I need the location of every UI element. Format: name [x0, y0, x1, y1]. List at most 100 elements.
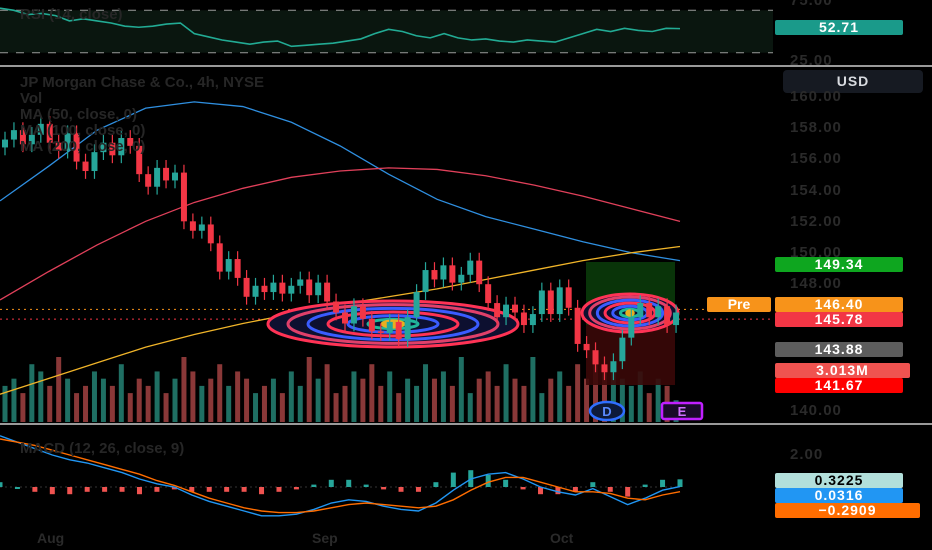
macd-hist-badge: 0.3225 — [775, 473, 903, 488]
volume-bar — [91, 371, 97, 422]
volume-bar — [619, 378, 625, 422]
volume-bar — [226, 385, 232, 422]
candle-body — [180, 172, 187, 222]
candle-body — [404, 317, 411, 340]
macd-histogram-bar — [154, 487, 160, 492]
volume-bar — [29, 364, 35, 422]
macd-histogram-bar — [572, 487, 578, 492]
price-tick: 148.00 — [790, 275, 842, 292]
macd-histogram-bar — [119, 487, 125, 492]
candle-body — [37, 123, 44, 135]
macd-histogram-bar — [538, 487, 544, 495]
macd-histogram-bar — [276, 487, 282, 492]
pattern-ellipse-small-center — [625, 309, 635, 317]
macd-histogram-bar — [224, 487, 230, 492]
candle-body — [377, 331, 384, 333]
candle-body — [2, 139, 8, 148]
candle-body — [243, 277, 250, 297]
volume-bar — [118, 364, 124, 422]
candle-body — [512, 304, 518, 313]
volume-bar — [449, 385, 455, 422]
candle-body — [315, 282, 322, 296]
volume-bar — [369, 364, 375, 422]
candle-body — [628, 317, 635, 338]
candle-body — [55, 142, 62, 151]
macd-legend: MACD (12, 26, close, 9) — [20, 440, 185, 457]
volume-bar — [637, 371, 643, 422]
volume-badge: 3.013M — [775, 363, 910, 378]
candle-body — [673, 312, 680, 326]
candle-body — [485, 284, 492, 304]
candle-body — [100, 142, 107, 153]
candle-body — [207, 224, 214, 244]
volume-bar — [56, 357, 62, 422]
pattern-ellipse-large-ring — [286, 303, 500, 345]
volume-bar — [261, 385, 267, 422]
candle-body — [646, 303, 653, 318]
volume-bar — [333, 393, 339, 422]
candle-body — [198, 224, 205, 231]
candle-body — [476, 260, 483, 285]
candle-body — [279, 282, 286, 294]
dividend-marker-label: D — [602, 404, 611, 419]
candle-body — [172, 172, 178, 181]
time-label-oct: Oct — [550, 530, 574, 546]
candle-body — [592, 350, 599, 365]
volume-bar — [145, 385, 151, 422]
volume-bar — [351, 371, 357, 422]
rsi-line — [0, 7, 681, 48]
volume-bar — [65, 378, 71, 422]
pattern-ellipse-large-ring — [366, 317, 420, 331]
candle-body — [342, 312, 348, 324]
candle-body — [664, 306, 671, 326]
candle-body — [91, 152, 98, 172]
pattern-ellipse-large-center — [380, 319, 406, 329]
candle-body — [234, 259, 241, 278]
price-tick: 154.00 — [790, 182, 842, 199]
candle-body — [583, 343, 590, 351]
candle-body — [440, 265, 447, 280]
volume-bar — [20, 393, 26, 422]
candle-body — [619, 337, 626, 362]
macd-histogram-bar — [520, 487, 526, 490]
macd-histogram-bar — [328, 479, 334, 487]
volume-bar — [235, 371, 241, 422]
pattern-ellipse-large-ring — [266, 299, 520, 349]
candle-body — [145, 174, 152, 187]
volume-bar — [136, 378, 142, 422]
volume-bar — [601, 371, 607, 422]
candle-body — [449, 265, 456, 283]
legend-ma200: MA (200, close, 0) — [20, 138, 146, 155]
legend-ma100: MA (100, close, 0) — [20, 122, 146, 139]
candle-body — [368, 318, 375, 332]
volume-bar — [315, 378, 321, 422]
macd-histogram-bar — [293, 487, 299, 490]
candle-body — [10, 130, 17, 140]
last-high-badge: 149.34 — [775, 257, 903, 272]
macd-histogram-bar — [450, 472, 456, 487]
volume-bar — [628, 385, 634, 422]
volume-bar — [521, 385, 527, 422]
macd-histogram-bar — [32, 487, 38, 492]
ma100-line — [0, 167, 681, 301]
volume-bar — [279, 393, 285, 422]
candle-body — [109, 142, 116, 156]
volume-bar — [584, 378, 590, 422]
volume-bar — [646, 393, 652, 422]
macd-histogram-bar — [677, 479, 683, 487]
volume-bar — [74, 393, 80, 422]
volume-bar — [181, 357, 187, 422]
volume-bar — [288, 371, 294, 422]
candle-body — [288, 285, 295, 294]
volume-bar — [47, 385, 53, 422]
candle-body — [189, 221, 196, 231]
candle-body — [422, 270, 429, 293]
premarket-label: Pre — [707, 297, 771, 312]
macd-histogram-bar — [171, 487, 177, 490]
volume-bar — [539, 393, 545, 422]
price-tick: 156.00 — [790, 150, 842, 167]
legend-ma50: MA (50, close, 0) — [20, 106, 137, 123]
currency-button[interactable]: USD — [783, 70, 923, 93]
candle-body — [64, 133, 71, 151]
